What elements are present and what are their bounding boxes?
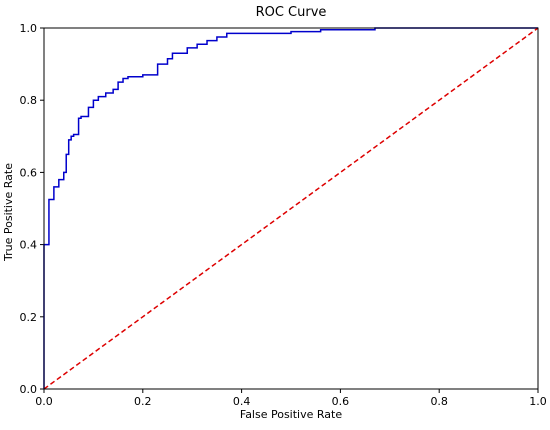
y-tick-label: 1.0 (20, 22, 38, 35)
x-tick-label: 0.8 (430, 395, 448, 408)
y-tick-label: 0.0 (20, 383, 38, 396)
series-layer (43, 27, 539, 390)
y-tick-label: 0.8 (20, 94, 38, 107)
plot-frame (43, 27, 539, 390)
diagonal-reference-line (43, 27, 539, 390)
x-tick-label: 1.0 (529, 395, 547, 408)
ticks-layer: 0.0 0.2 0.4 0.6 0.8 1.0 0.0 0.2 0.4 0.6 0.8 1.0 (20, 22, 547, 408)
y-tick-label: 0.2 (20, 311, 38, 324)
y-tick-label: 0.4 (20, 239, 38, 252)
y-axis-label: True Positive Rate (2, 163, 15, 262)
x-tick-label: 0.0 (35, 395, 53, 408)
x-axis-label: False Positive Rate (240, 408, 342, 421)
y-tick-label: 0.6 (20, 166, 38, 179)
x-tick-label: 0.2 (134, 395, 152, 408)
chart-title: ROC Curve (256, 5, 327, 20)
x-tick-label: 0.4 (233, 395, 251, 408)
roc-curve-line (43, 27, 538, 389)
x-tick-label: 0.6 (332, 395, 350, 408)
